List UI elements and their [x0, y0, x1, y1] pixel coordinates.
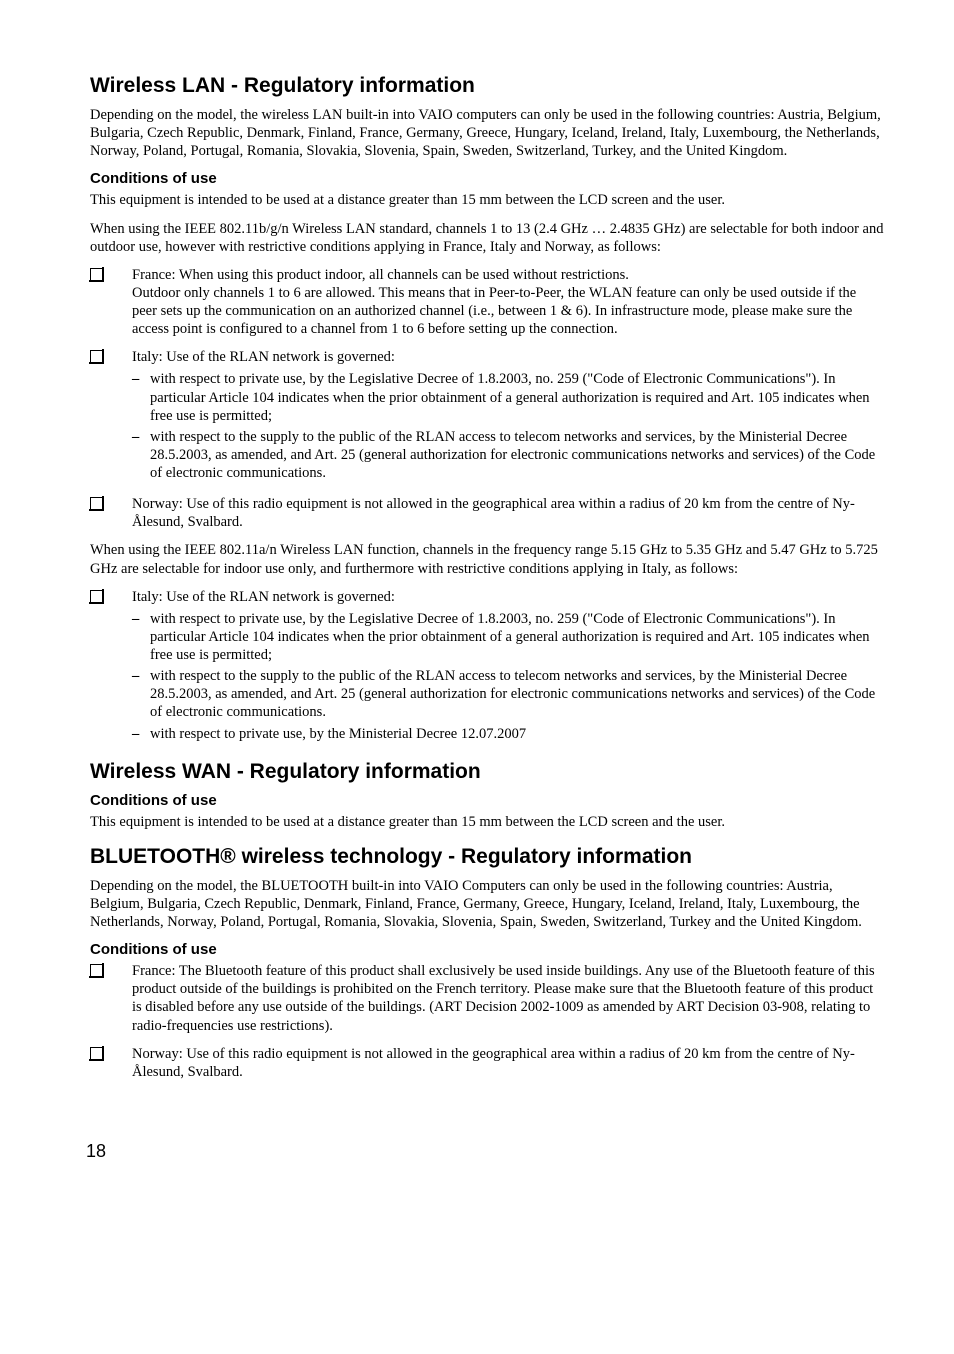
- country-list: France: The Bluetooth feature of this pr…: [90, 962, 884, 1081]
- list-item: Norway: Use of this radio equipment is n…: [90, 495, 884, 531]
- sublist-item: –with respect to private use, by the Leg…: [132, 370, 884, 424]
- subheading-conditions: Conditions of use: [90, 941, 884, 958]
- list-item: Italy: Use of the RLAN network is govern…: [90, 348, 884, 485]
- sublist: –with respect to private use, by the Leg…: [132, 610, 884, 743]
- checkbox-icon: [90, 590, 104, 604]
- dash-icon: –: [132, 428, 146, 446]
- dash-icon: –: [132, 370, 146, 388]
- heading-wlan: Wireless LAN - Regulatory information: [90, 74, 884, 98]
- heading-wwan: Wireless WAN - Regulatory information: [90, 760, 884, 784]
- paragraph: Depending on the model, the wireless LAN…: [90, 106, 884, 160]
- list-item-text: Norway: Use of this radio equipment is n…: [132, 495, 884, 531]
- sublist-item: –with respect to the supply to the publi…: [132, 667, 884, 721]
- list-item-text: Italy: Use of the RLAN network is govern…: [132, 588, 884, 746]
- paragraph: This equipment is intended to be used at…: [90, 813, 884, 831]
- dash-icon: –: [132, 725, 146, 743]
- list-item-text: France: The Bluetooth feature of this pr…: [132, 962, 884, 1035]
- subheading-conditions: Conditions of use: [90, 170, 884, 187]
- checkbox-icon: [90, 268, 104, 282]
- dash-icon: –: [132, 610, 146, 628]
- checkbox-icon: [90, 350, 104, 364]
- heading-bluetooth: BLUETOOTH® wireless technology - Regulat…: [90, 845, 884, 869]
- sublist-item: –with respect to private use, by the Leg…: [132, 610, 884, 664]
- paragraph: This equipment is intended to be used at…: [90, 191, 884, 209]
- country-list: France: When using this product indoor, …: [90, 266, 884, 532]
- list-item-text: Norway: Use of this radio equipment is n…: [132, 1045, 884, 1081]
- list-item-text: Italy: Use of the RLAN network is govern…: [132, 348, 884, 485]
- list-item-text: France: When using this product indoor, …: [132, 266, 884, 339]
- checkbox-icon: [90, 964, 104, 978]
- sublist: –with respect to private use, by the Leg…: [132, 370, 884, 482]
- page-number: 18: [86, 1141, 884, 1162]
- list-item: France: The Bluetooth feature of this pr…: [90, 962, 884, 1035]
- list-item: Italy: Use of the RLAN network is govern…: [90, 588, 884, 746]
- dash-icon: –: [132, 667, 146, 685]
- paragraph: When using the IEEE 802.11b/g/n Wireless…: [90, 220, 884, 256]
- sublist-item: –with respect to private use, by the Min…: [132, 725, 884, 743]
- country-list: Italy: Use of the RLAN network is govern…: [90, 588, 884, 746]
- checkbox-icon: [90, 497, 104, 511]
- checkbox-icon: [90, 1047, 104, 1061]
- sublist-item: –with respect to the supply to the publi…: [132, 428, 884, 482]
- list-item: France: When using this product indoor, …: [90, 266, 884, 339]
- paragraph: When using the IEEE 802.11a/n Wireless L…: [90, 541, 884, 577]
- paragraph: Depending on the model, the BLUETOOTH bu…: [90, 877, 884, 931]
- subheading-conditions: Conditions of use: [90, 792, 884, 809]
- list-item: Norway: Use of this radio equipment is n…: [90, 1045, 884, 1081]
